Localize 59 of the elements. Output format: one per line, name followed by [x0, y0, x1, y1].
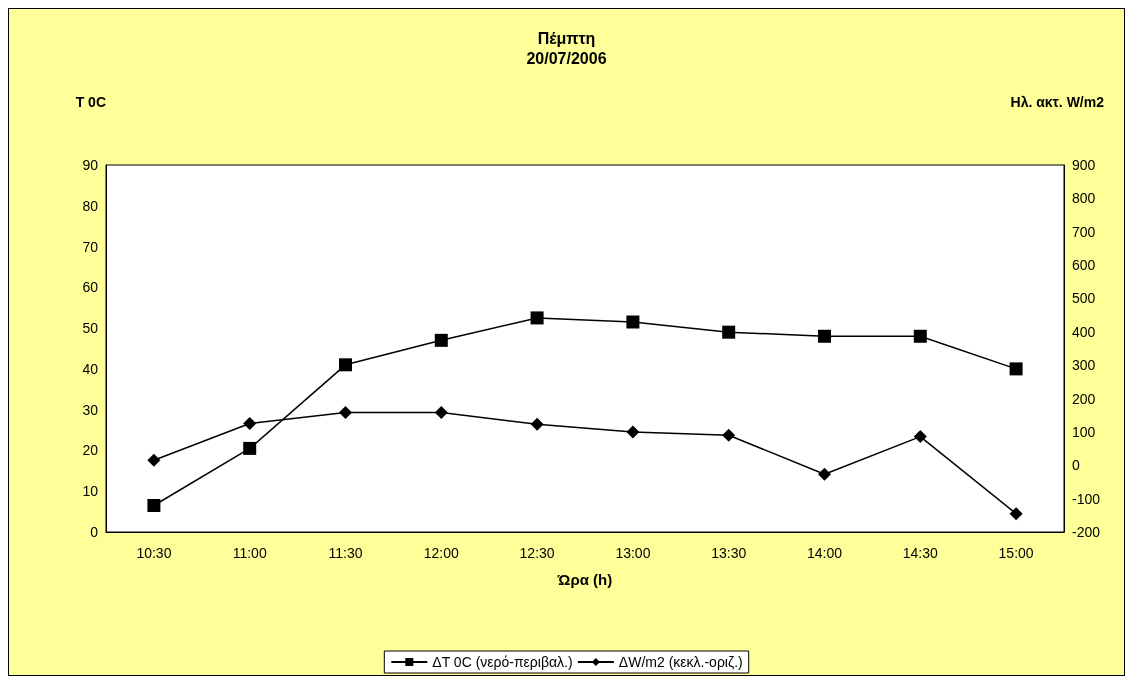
point — [626, 425, 640, 439]
x-tick-label: 11:00 — [232, 545, 267, 561]
point — [147, 498, 161, 512]
point — [722, 325, 736, 339]
x-tick-label: 14:30 — [902, 545, 939, 561]
x-axis-title: Ώρα (h) — [556, 571, 613, 588]
x-tick-label: 12:30 — [519, 545, 555, 561]
point — [147, 453, 161, 467]
point — [434, 406, 448, 420]
x-tick-label: 13:30 — [711, 545, 747, 561]
y-tick-label: 80 — [82, 197, 99, 214]
y-tick-label: 70 — [82, 238, 99, 255]
y2-tick-label: 600 — [1072, 257, 1096, 274]
chart-title: Πέμπτη — [537, 29, 596, 47]
y2-tick-label: 300 — [1072, 357, 1096, 374]
y2-tick-label: -100 — [1072, 490, 1101, 507]
y2-tick-label: 200 — [1072, 390, 1096, 407]
y2-tick-label: 0 — [1072, 457, 1080, 474]
point — [339, 406, 352, 420]
point — [626, 315, 640, 329]
y2-tick-label: 100 — [1072, 423, 1096, 440]
x-tick-label: 10:30 — [136, 545, 172, 561]
point — [434, 333, 448, 347]
point — [243, 441, 257, 455]
point — [913, 430, 927, 444]
y-tick-label: 90 — [82, 157, 99, 173]
y-tick-label: 10 — [82, 483, 99, 500]
x-tick-label: 11:30 — [328, 545, 363, 561]
y-tick-label: 0 — [90, 524, 99, 540]
y2-tick-label: 900 — [1072, 157, 1096, 173]
point — [913, 329, 927, 343]
point — [1009, 362, 1023, 376]
point — [243, 417, 257, 431]
y-tick-label: 30 — [82, 401, 99, 418]
y-tick-label: 20 — [82, 442, 99, 459]
legend-label: ΔW/m2 (κεκλ.-οριζ.) — [618, 654, 743, 670]
point — [1009, 507, 1023, 521]
y2-tick-label: 700 — [1072, 223, 1096, 240]
y2-tick-label: 500 — [1072, 290, 1096, 307]
y-tick-label: 40 — [82, 360, 99, 377]
x-tick-label: 12:00 — [423, 545, 460, 561]
point — [818, 467, 831, 481]
y2-tick-label: 800 — [1072, 190, 1096, 207]
x-tick-label: 14:00 — [806, 545, 843, 561]
legend-label: ΔT 0C (νερό-περιβαλ.) — [432, 654, 573, 670]
y-tick-label: 50 — [82, 320, 99, 337]
point — [722, 428, 736, 442]
y-tick-label: 60 — [82, 279, 99, 296]
y2-tick-label: -200 — [1072, 524, 1101, 540]
point — [339, 358, 352, 372]
point — [530, 311, 544, 325]
x-tick-label: 15:00 — [998, 545, 1034, 561]
chart-subtitle: 20/07/2006 — [526, 49, 607, 67]
point — [818, 329, 831, 343]
point — [530, 417, 544, 431]
x-tick-label: 13:00 — [615, 545, 651, 561]
y2-axis-title: Ηλ. ακτ. W/m2 — [1010, 94, 1105, 110]
y-axis-title: T 0C — [75, 94, 106, 110]
y2-tick-label: 400 — [1072, 323, 1096, 340]
